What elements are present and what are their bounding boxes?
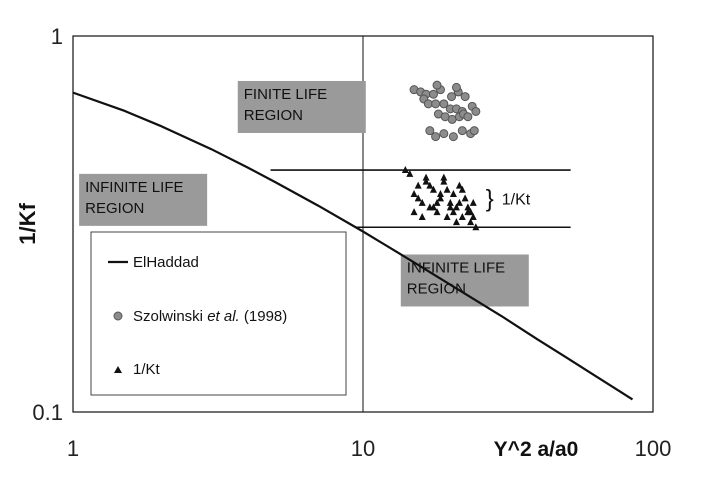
- kt-point: [452, 203, 460, 211]
- region-box-2: [400, 254, 529, 307]
- szolwinski-point: [447, 92, 457, 102]
- kt-point: [469, 198, 477, 206]
- legend-circle-marker: [113, 311, 123, 321]
- szolwinski-point: [448, 132, 458, 142]
- szolwinski-point: [431, 99, 441, 109]
- kt-point: [458, 213, 466, 221]
- legend-label-szolwinski-italic: et al.: [207, 308, 240, 325]
- szolwinski-point: [439, 129, 449, 139]
- x-axis-title: Y^2 a/a0: [494, 438, 579, 461]
- kt-point: [440, 173, 448, 181]
- y-tick-label-0-1: 0.1: [32, 400, 63, 425]
- kt-point: [414, 194, 422, 202]
- kt-point: [464, 203, 472, 211]
- szolwinski-point: [463, 112, 473, 122]
- kt-point: [401, 166, 409, 174]
- szolwinski-point: [425, 126, 435, 136]
- szolwinski-point: [439, 99, 449, 109]
- legend-box: [90, 231, 347, 396]
- kt-band-brace: }: [486, 186, 494, 213]
- kt-point: [446, 198, 454, 206]
- szolwinski-point: [457, 126, 467, 136]
- kt-point: [429, 203, 437, 211]
- kt-band-label: 1/Kt: [502, 192, 531, 209]
- region-label-0-line-0: FINITE LIFE: [244, 86, 327, 103]
- kt-point: [426, 181, 434, 189]
- szolwinski-point: [460, 92, 470, 102]
- legend-label-szolwinski: Szolwinski et al. (1998): [133, 308, 287, 325]
- kt-point: [446, 203, 454, 211]
- kt-point: [467, 218, 475, 226]
- legend-label-1-kt: 1/Kt: [133, 361, 161, 378]
- elhaddad-curve: [72, 91, 634, 401]
- kt-point: [418, 198, 426, 206]
- szolwinski-point: [451, 82, 461, 92]
- kt-point: [436, 194, 444, 202]
- kt-point: [452, 218, 460, 226]
- region-box-0: [237, 80, 366, 133]
- region-label-1-line-0: INFINITE LIFE: [85, 179, 183, 196]
- szolwinski-point: [471, 106, 481, 116]
- legend: ElHaddad Szolwinski et al. (1998) 1/Kt: [90, 231, 347, 396]
- kt-point: [436, 190, 444, 198]
- kt-point: [472, 223, 480, 231]
- szolwinski-point: [428, 89, 438, 99]
- szolwinski-point: [431, 132, 441, 142]
- szolwinski-point: [469, 126, 479, 136]
- kt-point: [429, 185, 437, 193]
- kt-point: [422, 177, 430, 185]
- kt-point: [422, 173, 430, 181]
- legend-triangle-marker: [114, 366, 122, 373]
- kt-point: [469, 213, 477, 221]
- kt-point: [410, 208, 418, 216]
- kt-point: [440, 177, 448, 185]
- kt-point: [410, 190, 418, 198]
- x-tick-label-1: 1: [67, 436, 79, 461]
- kt-point: [443, 213, 451, 221]
- x-tick-label-100: 100: [635, 436, 672, 461]
- x-tick-label-10: 10: [351, 436, 375, 461]
- kt-point: [418, 213, 426, 221]
- kt-point: [467, 208, 475, 216]
- legend-label-elhaddad: ElHaddad: [133, 254, 199, 271]
- y-tick-label-1: 1: [51, 24, 63, 49]
- kt-point: [443, 185, 451, 193]
- kt-point: [433, 208, 441, 216]
- kt-point: [433, 198, 441, 206]
- kt-point: [455, 181, 463, 189]
- region-label-1-line-1: REGION: [85, 200, 144, 217]
- y-axis-title: 1/Kf: [15, 203, 40, 245]
- kt-point: [406, 169, 414, 177]
- legend-label-szolwinski-plain: Szolwinski: [133, 308, 207, 325]
- region-box-1: [79, 173, 208, 226]
- kt-point: [455, 198, 463, 206]
- kt-point: [461, 194, 469, 202]
- legend-label-szolwinski-tail: (1998): [240, 308, 288, 325]
- kt-point: [414, 181, 422, 189]
- region-label-0-line-1: REGION: [244, 107, 303, 124]
- kt-point: [449, 190, 457, 198]
- kt-point: [449, 208, 457, 216]
- szolwinski-point: [432, 80, 442, 90]
- kt-point: [458, 185, 466, 193]
